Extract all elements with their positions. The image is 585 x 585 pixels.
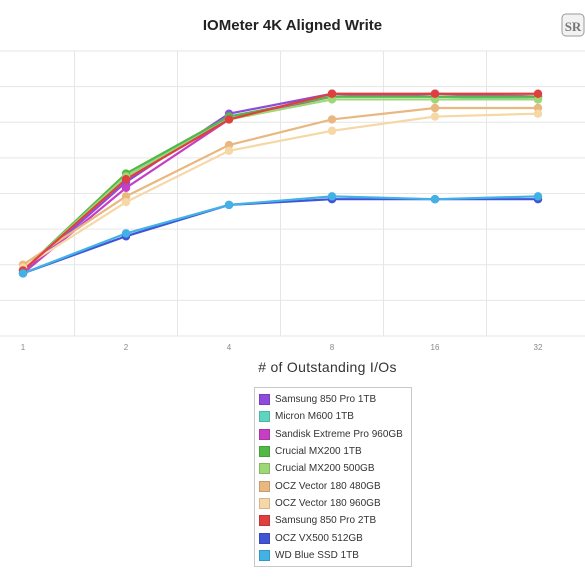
legend-item: Micron M600 1TB [255, 408, 411, 425]
legend-item: Crucial MX200 1TB [255, 443, 411, 460]
legend-label: Micron M600 1TB [275, 411, 354, 423]
x-axis-ticks: 1 2 4 8 16 32 [21, 343, 543, 352]
x-tick-label: 2 [124, 343, 129, 352]
legend-label: OCZ Vector 180 480GB [275, 480, 381, 492]
legend-label: WD Blue SSD 1TB [275, 549, 359, 561]
legend-item: OCZ Vector 180 960GB [255, 495, 411, 512]
legend-label: Samsung 850 Pro 1TB [275, 394, 377, 406]
legend-label: Samsung 850 Pro 2TB [275, 515, 377, 527]
series-point [121, 197, 131, 207]
series-point [533, 109, 543, 118]
series-point [430, 103, 440, 113]
legend-swatch [259, 497, 270, 509]
series-point [430, 112, 440, 121]
svg-text:SR: SR [565, 19, 582, 34]
series-point [533, 89, 543, 98]
x-tick-label: 32 [534, 343, 543, 352]
legend-label: OCZ VX500 512GB [275, 532, 363, 544]
x-tick-label: 16 [431, 343, 440, 352]
chart-grid [0, 50, 585, 337]
series-point [327, 192, 337, 201]
legend-item: OCZ Vector 180 480GB [255, 477, 411, 494]
series-point [121, 183, 131, 192]
series-point [430, 195, 440, 204]
x-tick-label: 4 [227, 343, 232, 352]
series-line [22, 92, 538, 272]
x-tick-label: 1 [21, 343, 26, 352]
legend-item: OCZ VX500 512GB [255, 529, 411, 546]
series-point [327, 126, 337, 135]
x-axis-label: # of Outstanding I/Os [258, 359, 397, 375]
legend-swatch [259, 394, 270, 406]
legend-swatch [259, 480, 270, 492]
series-point [327, 115, 337, 124]
series-line [22, 112, 539, 269]
x-tick-label: 8 [330, 343, 335, 352]
series-point [18, 269, 28, 278]
series-points [18, 89, 543, 278]
series-point [533, 192, 543, 201]
chart-title: IOMeter 4K Aligned Write [202, 17, 383, 34]
series-lines [22, 92, 539, 275]
legend-label: Crucial MX200 1TB [275, 446, 362, 458]
legend-item: Samsung 850 Pro 1TB [255, 391, 411, 408]
legend-label: OCZ Vector 180 960GB [275, 497, 381, 509]
legend-item: WD Blue SSD 1TB [255, 547, 411, 564]
legend-swatch [259, 463, 270, 475]
legend-swatch [259, 549, 270, 561]
storagereview-logo: SR [561, 13, 585, 37]
legend-swatch [259, 411, 270, 423]
legend-swatch [259, 428, 270, 440]
series-point [430, 89, 440, 98]
legend-swatch [259, 515, 270, 527]
series-point [224, 115, 234, 124]
legend-swatch [259, 532, 270, 544]
legend-item: Samsung 850 Pro 2TB [255, 512, 411, 529]
chart-plot-area: 1 2 4 8 16 32 [0, 50, 585, 352]
series-point [327, 89, 337, 98]
series-line [22, 195, 539, 275]
legend-label: Crucial MX200 500GB [275, 463, 375, 475]
legend-label: Sandisk Extreme Pro 960GB [275, 428, 403, 440]
legend-item: Sandisk Extreme Pro 960GB [255, 426, 411, 443]
series-point [224, 200, 234, 210]
series-line [22, 98, 538, 272]
series-point [121, 229, 131, 238]
chart-legend: Samsung 850 Pro 1TB Micron M600 1TB Sandis… [254, 387, 412, 567]
series-point [121, 175, 131, 184]
legend-item: Crucial MX200 500GB [255, 460, 411, 477]
series-point [224, 146, 234, 155]
legend-swatch [259, 446, 270, 458]
series-line [22, 106, 538, 266]
